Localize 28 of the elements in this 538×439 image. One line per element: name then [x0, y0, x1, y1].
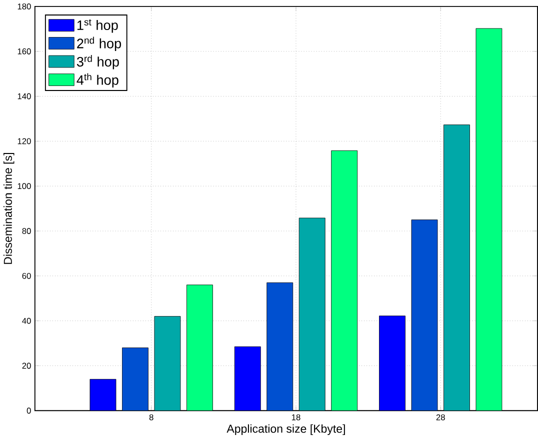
bar	[122, 348, 148, 411]
bar	[444, 124, 470, 411]
bar	[411, 220, 438, 411]
bar	[154, 316, 181, 411]
legend-label: 2$^{nd}$ hop	[77, 36, 122, 52]
bar	[331, 150, 358, 411]
y-tick-label: 100	[18, 183, 31, 190]
y-tick-label: 0	[26, 408, 31, 414]
y-tick-label: 20	[22, 362, 31, 369]
x-tick-label: 8	[149, 414, 154, 420]
y-tick-label: 160	[18, 48, 31, 55]
y-tick-label: 140	[18, 94, 31, 100]
y-tick-label: 80	[22, 228, 31, 234]
bar	[298, 218, 326, 411]
x-tick-label: 28	[436, 414, 445, 420]
x-tick-label: 18	[292, 414, 300, 420]
y-tick-label: 180	[18, 4, 31, 10]
x-axis-title: Application size [Kbyte]	[226, 424, 345, 436]
bar	[476, 28, 502, 411]
legend-label: 3$^{rd}$ hop	[76, 55, 119, 70]
y-tick-label: 120	[18, 138, 31, 144]
y-tick-label: 60	[22, 273, 31, 280]
legend-label: 1$^{st}$ hop	[77, 19, 118, 33]
legend-label: 4$^{th}$ hop	[76, 73, 118, 88]
bar	[266, 282, 294, 411]
y-axis-title: Dissemination time [s]	[4, 153, 14, 264]
bar	[186, 284, 213, 411]
y-tick-label: 40	[22, 318, 31, 324]
